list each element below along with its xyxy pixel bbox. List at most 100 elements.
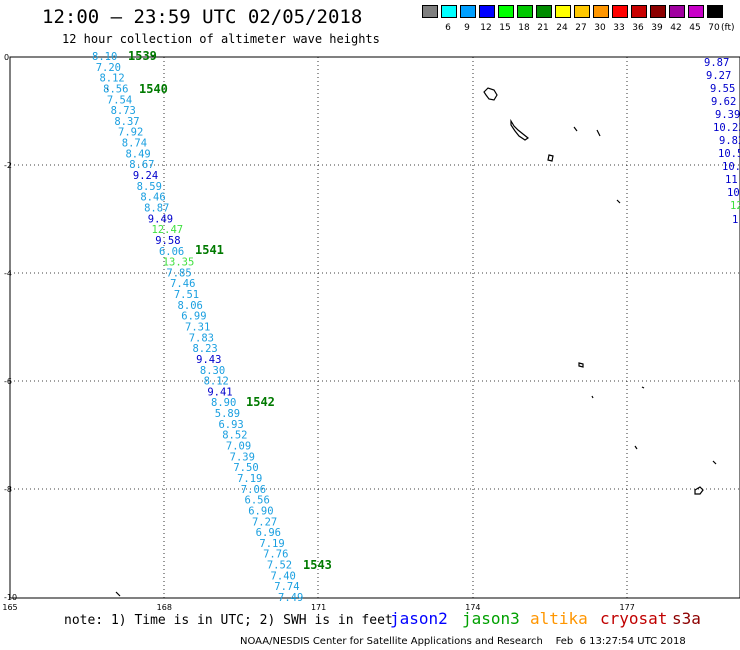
footer-note: note: 1) Time is in UTC; 2) SWH is in fe… <box>64 613 393 628</box>
x-tick-label: 171 <box>311 603 326 612</box>
pass-number-labels: 1539 1540 1541 1542 1543 <box>128 49 332 572</box>
satellite-name-jason3: jason3 <box>462 609 520 628</box>
wave-height-value: 5.89 <box>215 408 240 420</box>
wave-height-value: 9.41 <box>207 386 232 398</box>
y-tick-label: -4 <box>4 269 12 278</box>
legend-swatch <box>460 5 476 18</box>
wave-height-value: 9.39 <box>715 109 740 121</box>
legend-label: 30 <box>594 23 606 33</box>
wave-height-value: 1 <box>732 214 738 226</box>
legend-swatch <box>688 5 704 18</box>
x-tick-label: 174 <box>465 603 480 612</box>
wave-height-value: 13.35 <box>163 257 195 269</box>
map-subtitle: 12 hour collection of altimeter wave hei… <box>62 32 380 46</box>
island-outline <box>510 118 530 141</box>
wave-height-value: 6.99 <box>181 311 206 323</box>
island-outline <box>634 445 638 450</box>
legend-swatch <box>536 5 552 18</box>
wave-height-value: 7.51 <box>174 289 199 301</box>
wave-height-value: 6.56 <box>245 495 270 507</box>
wave-height-value: 7.76 <box>263 549 288 561</box>
legend-label: 45 <box>689 23 701 33</box>
legend-label: 33 <box>613 23 625 33</box>
pass-number: 1543 <box>303 558 332 572</box>
pass-number: 1539 <box>128 49 157 63</box>
wave-height-value: 10.5 <box>718 148 740 160</box>
legend-swatch <box>593 5 609 18</box>
wave-height-value: 8.23 <box>192 343 217 355</box>
wave-height-value: 8.73 <box>111 105 136 117</box>
legend-label: 36 <box>632 23 644 33</box>
legend-swatch <box>479 5 495 18</box>
wave-height-value: 9.49 <box>148 213 173 225</box>
island-outline <box>591 395 594 399</box>
wave-height-value: 8.56 <box>103 83 128 95</box>
credit-line: NOAA/NESDIS Center for Satellite Applica… <box>240 636 686 647</box>
wave-height-value: 8.74 <box>122 138 147 150</box>
legend-label: 18 <box>518 23 530 33</box>
island-outline <box>596 129 601 137</box>
legend-swatch <box>441 5 457 18</box>
legend-swatch <box>422 5 438 18</box>
island-outline <box>106 87 109 91</box>
wave-height-value: 7.06 <box>241 484 266 496</box>
legend-swatch <box>574 5 590 18</box>
wave-height-value: 7.50 <box>233 462 258 474</box>
legend-label: 70 <box>708 23 720 33</box>
legend-label: 21 <box>537 23 549 33</box>
wave-height-value: 7.20 <box>96 62 121 74</box>
wave-height-value: 7.19 <box>237 473 262 485</box>
wave-height-value: 9.62 <box>711 96 736 108</box>
satellite-name-altika: altika <box>530 609 588 628</box>
wave-height-value: 9.55 <box>710 83 735 95</box>
pass-number: 1541 <box>195 243 224 257</box>
legend-swatch <box>631 5 647 18</box>
wave-height-value: 7.74 <box>274 581 299 593</box>
legend-swatch <box>650 5 666 18</box>
wave-height-value: 8.46 <box>140 192 165 204</box>
island-outline <box>578 362 584 368</box>
island-outline <box>712 460 717 465</box>
wave-height-value: 7.40 <box>271 570 296 582</box>
wave-height-value: 7.46 <box>170 278 195 290</box>
legend-swatch <box>555 5 571 18</box>
island-outline <box>547 154 554 162</box>
x-tick-label: 165 <box>2 603 17 612</box>
altimeter-track-east: 9.879.279.559.629.3910.239.8210.510.011.… <box>704 57 740 226</box>
wave-height-value: 8.49 <box>125 148 150 160</box>
legend-label: 27 <box>575 23 587 33</box>
legend-label: 15 <box>499 23 511 33</box>
wave-height-value: 8.90 <box>211 397 236 409</box>
legend-unit: (ft) <box>721 23 735 33</box>
wave-height-value: 8.37 <box>114 116 139 128</box>
wave-height-value: 6.93 <box>218 419 243 431</box>
wave-height-value: 9.27 <box>706 70 731 82</box>
wave-height-value: 7.52 <box>267 560 292 572</box>
wave-height-value: 9.82 <box>719 135 740 147</box>
wave-height-value: 8.12 <box>99 73 124 85</box>
map-frame <box>9 56 740 599</box>
y-tick-label: 0 <box>4 53 9 62</box>
wave-height-value: 8.12 <box>204 376 229 388</box>
wave-height-value: 7.54 <box>107 94 132 106</box>
wave-height-value: 7.49 <box>278 592 303 604</box>
wave-height-value: 9.24 <box>133 170 158 182</box>
legend-swatch <box>498 5 514 18</box>
y-tick-label: -6 <box>4 377 12 386</box>
coastlines <box>106 87 717 597</box>
legend-label: 42 <box>670 23 682 33</box>
y-tick-label: -10 <box>4 593 17 602</box>
wave-height-value: 6.96 <box>256 527 281 539</box>
legend-swatch <box>612 5 628 18</box>
wave-height-value: 8.06 <box>178 300 203 312</box>
wave-height-value: 6.90 <box>248 505 273 517</box>
wave-height-value: 8.59 <box>137 181 162 193</box>
wave-height-value: 10 <box>727 187 740 199</box>
wave-height-value: 9.87 <box>704 57 729 69</box>
wave-height-value: 10.23 <box>713 122 740 134</box>
wave-height-value: 9.43 <box>196 354 221 366</box>
island-outline <box>115 591 121 597</box>
wave-height-value: 9.58 <box>155 235 180 247</box>
wave-height-value: 11. <box>725 174 740 186</box>
wave-height-value: 7.31 <box>185 322 210 334</box>
